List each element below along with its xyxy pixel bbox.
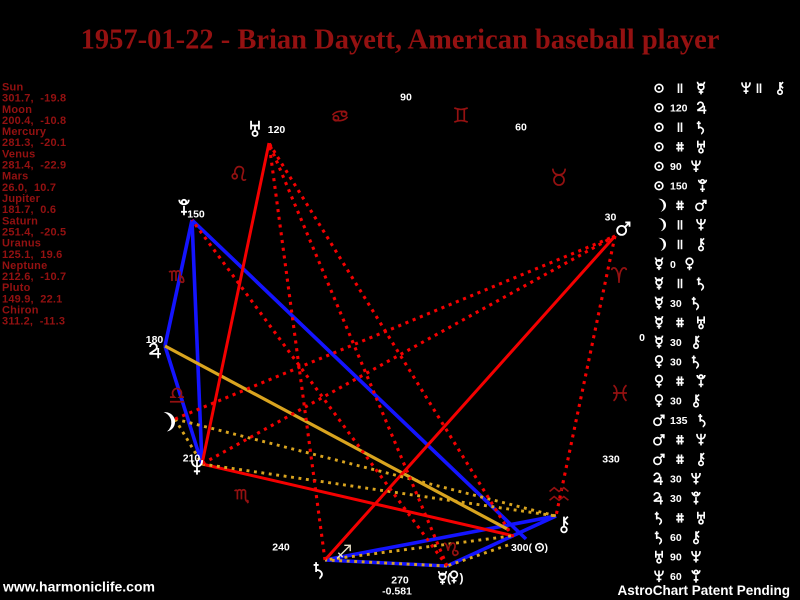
svg-text:270: 270 [391, 575, 409, 587]
svg-text:30: 30 [670, 396, 682, 408]
svg-text:240: 240 [272, 542, 290, 554]
svg-text:30: 30 [670, 356, 682, 368]
svg-text:0: 0 [670, 259, 676, 271]
svg-text:30: 30 [605, 212, 617, 224]
svg-text:120: 120 [670, 103, 688, 115]
svg-text:90: 90 [400, 92, 412, 104]
svg-text:Sun: Sun [2, 82, 23, 94]
svg-text:311.2, -11.3: 311.2, -11.3 [2, 316, 65, 328]
svg-text:30: 30 [670, 474, 682, 486]
svg-text:251.4, -20.5: 251.4, -20.5 [2, 227, 66, 239]
svg-text:281.4, -22.9: 281.4, -22.9 [2, 160, 66, 172]
svg-text:200.4, -10.8: 200.4, -10.8 [2, 115, 66, 127]
svg-text:30: 30 [670, 337, 682, 349]
svg-text:150: 150 [187, 209, 205, 221]
svg-text:Jupiter: Jupiter [2, 193, 41, 205]
svg-text:210: 210 [183, 453, 201, 465]
svg-text:301.7, -19.8: 301.7, -19.8 [2, 93, 66, 105]
svg-text:180: 180 [146, 334, 164, 346]
svg-text:125.1, 19.6: 125.1, 19.6 [2, 249, 63, 261]
svg-text:www.harmoniclife.com: www.harmoniclife.com [2, 579, 155, 595]
svg-text:Saturn: Saturn [2, 215, 38, 227]
svg-text:135: 135 [670, 415, 688, 427]
svg-text:150: 150 [670, 181, 688, 193]
svg-text:300(: 300( [511, 542, 533, 554]
svg-text:60: 60 [515, 122, 527, 134]
svg-text:60: 60 [670, 532, 682, 544]
svg-text:26.0, 10.7: 26.0, 10.7 [2, 182, 56, 194]
svg-text:90: 90 [670, 552, 682, 564]
svg-text:1957-01-22 - Brian Dayett, Ame: 1957-01-22 - Brian Dayett, American base… [81, 25, 720, 56]
svg-text:281.3, -20.1: 281.3, -20.1 [2, 137, 66, 149]
svg-text:Venus: Venus [2, 148, 35, 160]
svg-text:Neptune: Neptune [2, 260, 47, 272]
svg-text:Moon: Moon [2, 104, 32, 116]
svg-text:Pluto: Pluto [2, 282, 31, 294]
svg-text:0: 0 [639, 332, 645, 344]
svg-text:): ) [460, 571, 464, 585]
svg-text:AstroChart Patent Pending: AstroChart Patent Pending [617, 583, 790, 598]
svg-text:30: 30 [670, 493, 682, 505]
svg-text:): ) [545, 542, 549, 554]
svg-text:212.6, -10.7: 212.6, -10.7 [2, 271, 66, 283]
svg-text:330: 330 [602, 454, 620, 466]
svg-text:Uranus: Uranus [2, 238, 41, 250]
svg-text:120: 120 [268, 124, 286, 136]
svg-text:60: 60 [670, 571, 682, 583]
svg-text:(: ( [447, 571, 451, 585]
svg-text:Mercury: Mercury [2, 126, 47, 138]
svg-text:Chiron: Chiron [2, 305, 39, 317]
svg-text:90: 90 [670, 161, 682, 173]
svg-text:30: 30 [670, 298, 682, 310]
svg-text:149.9, 22.1: 149.9, 22.1 [2, 293, 63, 305]
svg-text:Mars: Mars [2, 171, 28, 183]
svg-text:-0.581: -0.581 [382, 586, 412, 598]
svg-text:181.7, 0.6: 181.7, 0.6 [2, 204, 56, 216]
